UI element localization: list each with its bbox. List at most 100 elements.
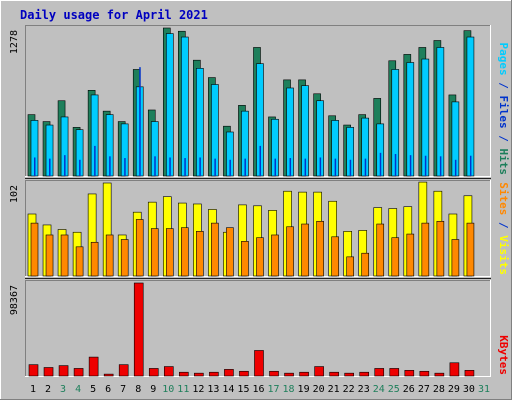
bar-pages-day-11 <box>184 158 186 176</box>
bar-kbytes-day-29 <box>449 362 460 377</box>
bar-pages-day-8 <box>139 67 141 176</box>
bar-sites-day-10 <box>165 228 174 277</box>
bar-pages-day-30 <box>469 155 472 176</box>
bar-sites-day-4 <box>75 246 84 277</box>
bar-kbytes-day-21 <box>329 371 339 377</box>
bar-kbytes-day-22 <box>344 372 354 377</box>
day-label-14: 14 <box>222 384 234 395</box>
series-label-part-2: Files <box>497 96 510 129</box>
bar-kbytes-day-26 <box>404 370 415 377</box>
day-label-15: 15 <box>237 384 249 395</box>
day-label-24: 24 <box>373 384 385 395</box>
bar-sites-day-18 <box>286 226 294 277</box>
bar-pages-day-10 <box>169 157 171 176</box>
bar-kbytes-day-15 <box>239 370 249 377</box>
bar-sites-day-22 <box>346 256 354 277</box>
bar-sites-day-14 <box>226 227 234 277</box>
bar-pages-day-4 <box>79 159 81 176</box>
bar-pages-day-3 <box>64 155 66 176</box>
day-label-13: 13 <box>207 384 219 395</box>
series-pages <box>34 67 472 176</box>
bar-kbytes-day-27 <box>419 370 430 377</box>
bar-pages-day-2 <box>49 158 51 176</box>
bar-pages-day-27 <box>424 155 427 176</box>
bar-sites-day-8 <box>135 219 144 277</box>
bar-pages-day-23 <box>364 158 367 176</box>
panel-middle: 102 Sites / Visits <box>9 180 510 277</box>
day-label-21: 21 <box>328 384 340 395</box>
bar-kbytes-day-3 <box>58 365 69 377</box>
bar-kbytes-day-18 <box>284 372 294 377</box>
series-label-part-0: Sites <box>497 182 510 215</box>
bar-pages-day-17 <box>274 158 277 176</box>
bar-sites-day-6 <box>105 234 114 277</box>
day-label-5: 5 <box>90 384 96 395</box>
bar-kbytes-day-2 <box>43 367 54 377</box>
bar-kbytes-day-24 <box>374 368 385 377</box>
bar-kbytes-day-17 <box>269 370 279 377</box>
bar-pages-day-9 <box>154 156 156 176</box>
day-label-10: 10 <box>162 384 174 395</box>
bar-pages-day-15 <box>244 158 246 176</box>
bar-kbytes-day-16 <box>254 350 264 377</box>
bar-pages-day-1 <box>34 157 36 176</box>
series-label-part-0: Pages <box>497 43 510 76</box>
chart-panels: 1278 Pages / Files / Hits 102 Sites / Visit… <box>9 25 510 377</box>
day-label-2: 2 <box>45 384 51 395</box>
bar-kbytes-day-28 <box>434 372 445 377</box>
series-label-part-0: KBytes <box>497 335 510 375</box>
bar-sites-day-24 <box>376 223 385 277</box>
bar-kbytes-day-14 <box>224 369 234 377</box>
bar-pages-day-28 <box>439 156 442 176</box>
bar-pages-day-14 <box>229 159 231 176</box>
bar-sites-day-30 <box>466 222 475 277</box>
bar-kbytes-day-4 <box>73 368 84 377</box>
day-label-29: 29 <box>448 384 460 395</box>
series-label-part-1: / <box>497 215 510 235</box>
bar-kbytes-day-20 <box>314 366 324 377</box>
bar-kbytes-day-1 <box>28 364 39 377</box>
bar-kbytes-day-6 <box>103 373 114 377</box>
bar-pages-day-19 <box>304 158 307 176</box>
bar-sites-day-27 <box>421 222 430 277</box>
bar-files-day-30 <box>466 36 475 177</box>
bar-pages-day-26 <box>409 155 412 176</box>
day-label-27: 27 <box>418 384 430 395</box>
bar-sites-day-20 <box>316 220 324 277</box>
series-label-part-1: / <box>497 76 510 96</box>
bar-pages-day-18 <box>289 158 292 176</box>
day-label-3: 3 <box>60 384 66 395</box>
bar-pages-day-12 <box>199 157 201 176</box>
bar-pages-day-6 <box>109 156 111 176</box>
bar-pages-day-7 <box>124 158 126 176</box>
day-label-8: 8 <box>135 384 141 395</box>
day-label-30: 30 <box>463 384 475 395</box>
bar-sites-day-25 <box>391 237 400 277</box>
day-label-9: 9 <box>150 384 156 395</box>
series-label-bottom: KBytes <box>497 335 510 375</box>
bar-sites-day-16 <box>256 237 264 277</box>
day-label-17: 17 <box>267 384 279 395</box>
bar-pages-day-16 <box>259 145 261 176</box>
day-label-25: 25 <box>388 384 400 395</box>
bar-sites-day-5 <box>90 241 99 277</box>
bar-sites-day-1 <box>30 222 39 277</box>
series-label-part-4: Hits <box>497 149 510 176</box>
bar-sites-day-11 <box>181 227 189 277</box>
panel-bottom: 98367 KBytes <box>9 280 510 377</box>
day-label-23: 23 <box>358 384 370 395</box>
bar-sites-day-17 <box>271 234 279 277</box>
bar-pages-day-22 <box>349 159 352 176</box>
bar-sites-day-7 <box>120 239 129 277</box>
ytick-bottom: 98367 <box>9 285 20 315</box>
day-label-12: 12 <box>192 384 204 395</box>
series-label-part-3: / <box>497 129 510 149</box>
series-label-part-2: Visits <box>497 235 510 275</box>
bar-sites-day-15 <box>241 241 249 277</box>
bar-pages-day-24 <box>379 152 382 176</box>
bar-sites-day-21 <box>331 236 339 277</box>
day-axis: 1 2 3 4 5 6 7 8 9 10 11 12 13 14 15 16 17 18 19 20 21 22 23 24 2… <box>30 384 490 395</box>
bar-sites-day-28 <box>436 220 445 277</box>
bar-sites-day-9 <box>150 228 159 277</box>
